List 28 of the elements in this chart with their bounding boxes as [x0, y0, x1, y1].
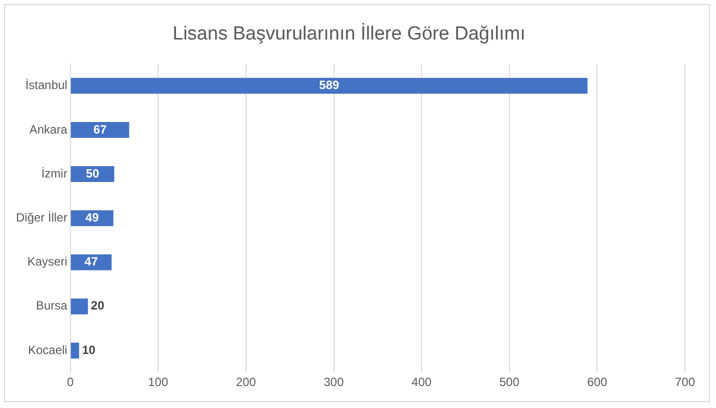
x-tick-label: 400: [412, 375, 432, 390]
x-tick-label: 300: [324, 375, 344, 390]
x-tick-label: 700: [674, 375, 696, 390]
y-tick-label: Bursa: [36, 298, 68, 313]
bar: [70, 254, 112, 270]
y-tick-label: İstanbul: [25, 78, 68, 92]
x-tick-label: 100: [148, 375, 168, 390]
chart-title: Lisans Başvurularının İllere Göre Dağılımı: [172, 22, 526, 45]
x-tick-label: 600: [587, 375, 608, 390]
data-label: 589: [319, 78, 340, 92]
data-label: 20: [90, 298, 105, 313]
x-tick-label: 0: [67, 375, 74, 390]
data-label: 50: [86, 166, 100, 180]
x-tick-label: 200: [236, 375, 256, 390]
data-label: 67: [93, 122, 108, 136]
y-tick-label: İzmir: [41, 166, 68, 180]
data-label: 10: [82, 342, 96, 357]
bar: [70, 122, 130, 138]
y-tick-label: Kocaeli: [28, 342, 68, 357]
x-tick-label: 500: [499, 375, 520, 390]
y-tick-label: Kayseri: [27, 254, 68, 269]
y-tick-label: Diğer İller: [16, 210, 68, 225]
data-label: 47: [84, 254, 98, 269]
bar: [70, 342, 80, 358]
data-label: 49: [85, 210, 100, 225]
bar: [70, 298, 88, 314]
y-tick-label: Ankara: [29, 122, 68, 136]
bar: [70, 78, 588, 94]
